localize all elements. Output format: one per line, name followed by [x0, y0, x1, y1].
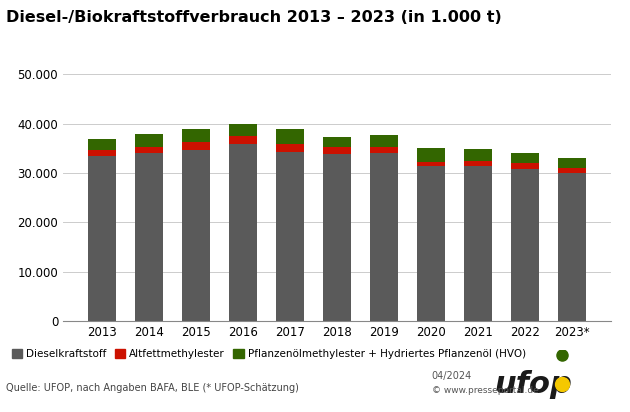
- Bar: [182, 143, 210, 150]
- Bar: [135, 147, 163, 153]
- Text: 04/2024: 04/2024: [432, 371, 472, 381]
- Legend: Dieselkraftstoff, Altfettmethylester, Pflanzenölmethylester + Hydriertes Pflanze: Dieselkraftstoff, Altfettmethylester, Pf…: [11, 349, 526, 359]
- Bar: [417, 166, 445, 321]
- Bar: [182, 129, 210, 143]
- Bar: [558, 168, 586, 173]
- Bar: [558, 158, 586, 168]
- Bar: [464, 149, 492, 161]
- Bar: [229, 144, 257, 321]
- Bar: [323, 147, 351, 154]
- Text: © www.presseportal.de: © www.presseportal.de: [432, 386, 538, 395]
- Bar: [276, 144, 304, 152]
- Bar: [417, 162, 445, 166]
- Bar: [558, 173, 586, 321]
- Bar: [370, 147, 398, 153]
- Bar: [464, 161, 492, 166]
- Bar: [511, 163, 539, 169]
- Bar: [323, 138, 351, 147]
- Bar: [417, 148, 445, 162]
- Bar: [370, 153, 398, 321]
- Bar: [276, 152, 304, 321]
- Bar: [229, 136, 257, 144]
- Bar: [135, 134, 163, 147]
- Bar: [511, 169, 539, 321]
- Text: ufop: ufop: [494, 370, 572, 399]
- Text: Diesel-/Biokraftstoffverbrauch 2013 – 2023 (in 1.000 t): Diesel-/Biokraftstoffverbrauch 2013 – 20…: [6, 10, 502, 25]
- Bar: [464, 166, 492, 321]
- Bar: [323, 154, 351, 321]
- Bar: [511, 153, 539, 163]
- Bar: [229, 124, 257, 136]
- Bar: [135, 153, 163, 321]
- Bar: [370, 135, 398, 147]
- Bar: [88, 139, 116, 150]
- Bar: [182, 150, 210, 321]
- Text: Quelle: UFOP, nach Angaben BAFA, BLE (* UFOP-Schätzung): Quelle: UFOP, nach Angaben BAFA, BLE (* …: [6, 384, 299, 393]
- Bar: [88, 150, 116, 156]
- Bar: [88, 156, 116, 321]
- Bar: [276, 129, 304, 144]
